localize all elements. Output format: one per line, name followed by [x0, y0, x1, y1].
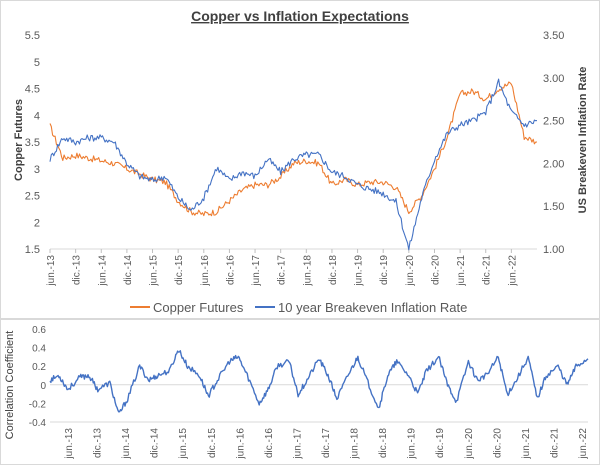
x-tick-label-top: jun.-18	[302, 255, 313, 287]
x-tick-label-top: jun.-17	[251, 255, 262, 287]
x-tick-label-bottom: dic.-20	[492, 428, 503, 458]
x-tick-label-top: jun.-21	[456, 255, 467, 287]
series-copper-futures-line	[49, 81, 538, 217]
y-tick-right: 3.00	[543, 73, 564, 85]
y-tick-correlation: -0.2	[29, 399, 47, 410]
x-tick-label-bottom: dic.-13	[93, 428, 104, 458]
y-tick-right: 3.50	[543, 30, 564, 42]
x-tick-label-bottom: jun.-22	[578, 428, 589, 460]
y-axis-label-correlation: Correlation Coefficient	[4, 331, 16, 440]
y-axis-label-right: US Breakeven Inflation Rate	[577, 67, 589, 214]
y-axis-label-left: Copper Futures	[13, 99, 25, 181]
x-tick-label-bottom: dic.-15	[207, 428, 218, 458]
x-tick-label-top: dic.-19	[379, 255, 390, 285]
x-tick-label-top: dic.-21	[482, 255, 493, 285]
x-tick-label-top: dic.-13	[72, 255, 83, 285]
chart-title: Copper vs Inflation Expectations	[191, 8, 409, 24]
y-tick-correlation: 0	[40, 381, 46, 392]
x-tick-label-top: jun.-20	[405, 255, 416, 287]
x-tick-label-bottom: jun.-20	[464, 428, 475, 460]
y-tick-left: 5.5	[25, 30, 40, 42]
x-tick-label-bottom: dic.-21	[549, 428, 560, 458]
y-tick-right: 2.50	[543, 116, 564, 128]
x-tick-label-bottom: jun.-21	[521, 428, 532, 460]
y-tick-left: 1.5	[25, 244, 40, 256]
y-tick-left: 2.5	[25, 191, 40, 203]
y-tick-left: 2	[34, 217, 40, 229]
x-tick-label-bottom: dic.-19	[435, 428, 446, 458]
x-tick-label-bottom: jun.-13	[64, 428, 75, 460]
y-tick-right: 1.00	[543, 244, 564, 256]
x-tick-label-top: dic.-16	[225, 255, 236, 285]
bottom-chart-axes: -0.4 -0.2 0 0.2 0.4 0.6 jun.-13 dic.-13 jun.-14 d…	[29, 325, 589, 460]
legend: Copper Futures 10 year Breakeven Inflati…	[130, 300, 467, 315]
x-tick-label-top: jun.-16	[200, 255, 211, 287]
y-tick-left: 4.5	[25, 84, 40, 96]
y-tick-left: 4	[34, 110, 40, 122]
x-tick-label-top: jun.-19	[354, 255, 365, 287]
y-tick-correlation: -0.4	[29, 418, 47, 429]
x-tick-label-top: jun.-15	[149, 255, 160, 287]
x-tick-label-bottom: jun.-19	[407, 428, 418, 460]
y-tick-left: 3.5	[25, 137, 40, 149]
legend-label-copper: Copper Futures	[153, 300, 244, 315]
top-panel-frame	[0, 0, 600, 319]
top-chart-series	[49, 78, 538, 251]
top-chart-axes: 1.5 2 2.5 3 3.5 4 4.5 5 5.5 1.00 1.50 2.00 2.50 3.00 3…	[25, 30, 565, 287]
x-tick-label-top: jun.-13	[46, 255, 57, 287]
bottom-chart-series	[49, 350, 589, 413]
x-tick-label-bottom: jun.-16	[235, 428, 246, 460]
x-tick-label-bottom: dic.-18	[378, 428, 389, 458]
x-tick-label-top: dic.-20	[430, 255, 441, 285]
y-tick-right: 2.00	[543, 158, 564, 170]
legend-label-breakeven: 10 year Breakeven Inflation Rate	[278, 300, 467, 315]
x-tick-label-bottom: jun.-14	[121, 428, 132, 460]
series-breakeven-line	[49, 78, 538, 251]
x-tick-label-bottom: dic.-14	[150, 428, 161, 458]
y-tick-left: 3	[34, 164, 40, 176]
y-tick-left: 5	[34, 57, 40, 69]
y-tick-right: 1.50	[543, 201, 564, 213]
x-tick-label-top: jun.-22	[507, 255, 518, 287]
x-tick-label-bottom: jun.-17	[292, 428, 303, 460]
x-tick-label-bottom: jun.-18	[350, 428, 361, 460]
y-tick-correlation: 0.2	[32, 362, 46, 373]
x-tick-label-bottom: dic.-16	[264, 428, 275, 458]
y-tick-correlation: 0.4	[32, 344, 46, 355]
x-tick-label-bottom: jun.-15	[178, 428, 189, 460]
x-tick-label-top: dic.-14	[123, 255, 134, 285]
series-correlation-line	[49, 350, 589, 413]
x-tick-label-top: jun.-14	[97, 255, 108, 287]
x-tick-label-top: dic.-18	[328, 255, 339, 285]
x-tick-label-bottom: dic.-17	[321, 428, 332, 458]
x-tick-label-top: dic.-15	[174, 255, 185, 285]
y-tick-correlation: 0.6	[32, 325, 46, 336]
x-tick-label-top: dic.-17	[277, 255, 288, 285]
